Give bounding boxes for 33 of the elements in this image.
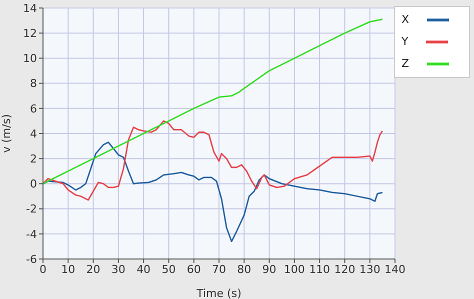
y-tick-label: -4 <box>26 228 37 241</box>
legend-label: Y <box>401 35 408 48</box>
line-series <box>43 120 384 201</box>
x-tick-label: 10 <box>61 262 76 276</box>
x-tick-label: 40 <box>136 262 151 276</box>
x-axis-title: Time (s) <box>196 287 242 299</box>
y-axis-title: v (m/s) <box>0 114 13 153</box>
x-tick-label: 20 <box>86 262 100 276</box>
x-tick-label: 130 <box>359 262 380 276</box>
x-tick-label: 140 <box>384 262 406 276</box>
x-tick-label: 110 <box>309 262 330 276</box>
x-tick-label: 30 <box>111 262 126 276</box>
x-tick-label: 60 <box>186 262 201 276</box>
y-tick-label: 4 <box>30 127 37 140</box>
x-tick-label: 90 <box>262 262 276 276</box>
x-tick-label: 0 <box>40 262 46 276</box>
y-tick-label: 8 <box>30 77 37 90</box>
legend-label: X <box>401 13 409 26</box>
y-tick-label: 0 <box>30 178 37 191</box>
x-tick-label: 120 <box>334 262 356 276</box>
y-tick-label: 2 <box>30 152 37 166</box>
x-tick-label: 70 <box>212 262 226 276</box>
x-tick-label: 100 <box>284 262 305 276</box>
y-tick-label: 12 <box>23 27 37 40</box>
legend-label: Z <box>401 57 409 70</box>
y-tick-label: -2 <box>26 202 37 216</box>
x-tick-label: 50 <box>162 262 176 276</box>
y-tick-label: 10 <box>23 52 37 66</box>
y-tick-label: -6 <box>26 252 37 266</box>
line-series <box>43 18 384 184</box>
y-tick-label: 14 <box>23 2 37 15</box>
y-tick-label: 6 <box>30 102 37 116</box>
x-tick-label: 80 <box>237 262 252 276</box>
